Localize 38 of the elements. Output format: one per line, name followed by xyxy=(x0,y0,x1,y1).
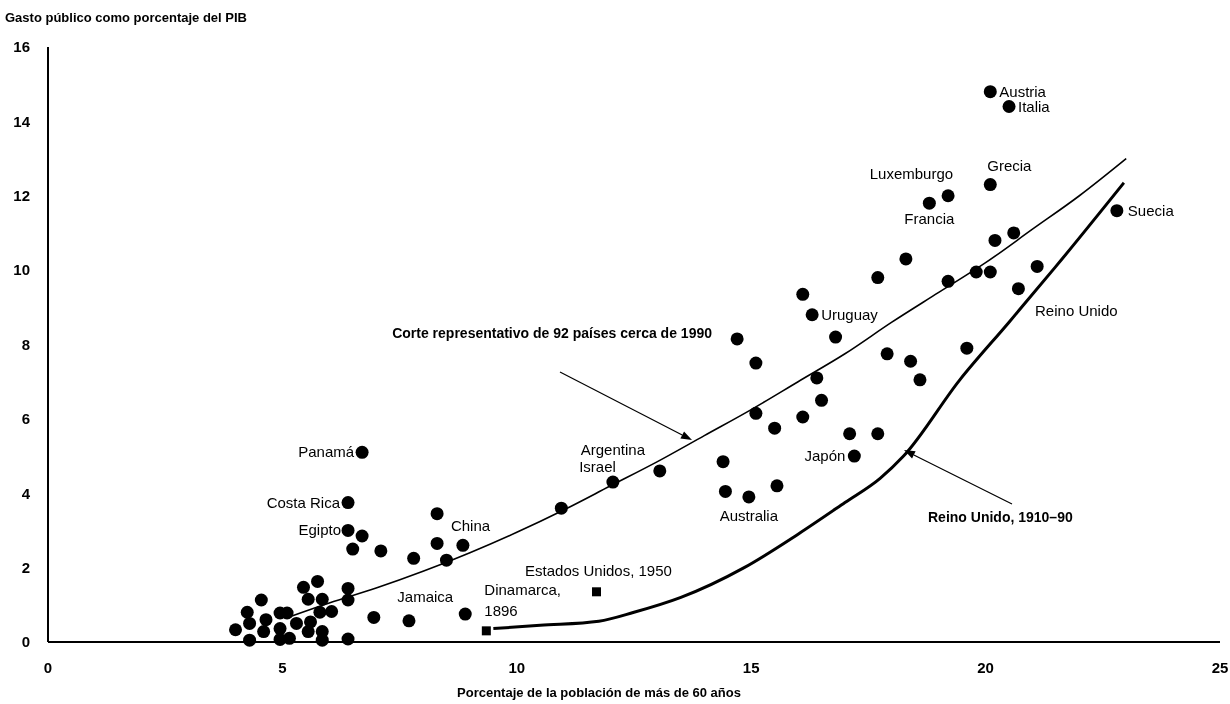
x-tick-label: 10 xyxy=(508,659,526,677)
annotation: Jamaica xyxy=(397,588,454,606)
annotation: Israel xyxy=(579,458,616,476)
y-tick-label: 8 xyxy=(21,335,30,353)
y-tick-label: 4 xyxy=(21,484,31,502)
annotation: Reino Unido, 1910–90 xyxy=(928,509,1073,525)
annotation: Suecia xyxy=(1127,201,1175,219)
y-tick-label: 10 xyxy=(13,261,30,279)
x-tick-label: 5 xyxy=(278,659,287,677)
annotation: Estados Unidos, 1950 xyxy=(525,561,672,579)
annotation: Egipto xyxy=(298,521,342,539)
annotation: Grecia xyxy=(987,156,1033,174)
annotation: Reino Unido xyxy=(1035,302,1118,320)
annotation: Corte representativo de 92 países cerca de 1990 xyxy=(392,325,713,341)
x-axis-title: Porcentaje de la población de más de 60 años xyxy=(457,685,741,700)
annotation: Panamá xyxy=(298,443,355,461)
annotation: Australia xyxy=(719,506,779,524)
annotation: Luxemburgo xyxy=(869,164,954,182)
annotation: Dinamarca, 1896 xyxy=(484,580,562,619)
x-tick-label: 15 xyxy=(742,659,760,677)
y-tick-label: 16 xyxy=(13,38,30,56)
annotation: Japón xyxy=(804,447,846,465)
x-tick-label: 0 xyxy=(43,659,53,677)
y-tick-label: 6 xyxy=(21,410,30,428)
x-tick-label: 20 xyxy=(977,659,994,677)
annotation: Uruguay xyxy=(821,305,879,323)
y-tick-label: 2 xyxy=(21,558,30,576)
annotation: Austria xyxy=(999,82,1047,100)
y-tick-label: 12 xyxy=(13,187,30,204)
y-tick-label: 0 xyxy=(21,633,30,651)
annotation: Italia xyxy=(1018,97,1051,115)
annotation: China xyxy=(450,517,491,535)
x-tick-label: 25 xyxy=(1211,659,1229,677)
annotation: Costa Rica xyxy=(266,493,341,511)
y-tick-label: 14 xyxy=(13,112,31,130)
annotation: Francia xyxy=(904,210,955,228)
annotation: Argentina xyxy=(580,441,646,459)
y-axis-title: Gasto público como porcentaje del PIB xyxy=(5,10,247,25)
